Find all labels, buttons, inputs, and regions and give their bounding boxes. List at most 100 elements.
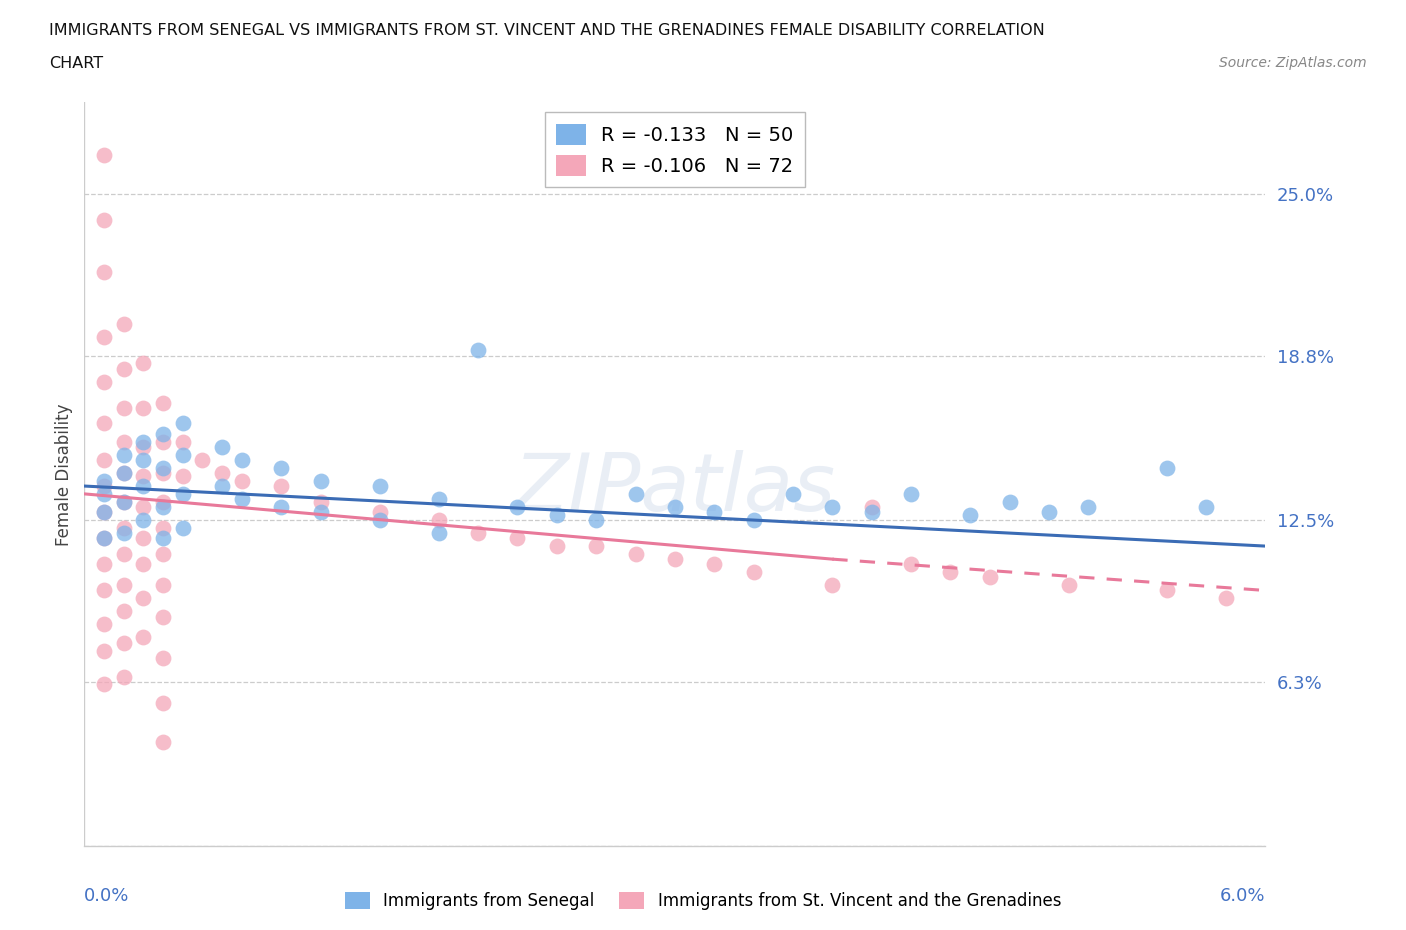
- Text: IMMIGRANTS FROM SENEGAL VS IMMIGRANTS FROM ST. VINCENT AND THE GRENADINES FEMALE: IMMIGRANTS FROM SENEGAL VS IMMIGRANTS FR…: [49, 23, 1045, 38]
- Point: [132, 400, 155, 415]
- Point: [664, 499, 686, 514]
- Point: [368, 505, 391, 520]
- Point: [546, 508, 568, 523]
- Point: [112, 604, 135, 618]
- Text: 0.0%: 0.0%: [84, 887, 129, 905]
- Point: [132, 531, 155, 546]
- Point: [860, 505, 883, 520]
- Point: [152, 651, 174, 666]
- Point: [211, 466, 233, 481]
- Point: [112, 317, 135, 332]
- Point: [979, 570, 1001, 585]
- Point: [172, 521, 194, 536]
- Legend: R = -0.133   N = 50, R = -0.106   N = 72: R = -0.133 N = 50, R = -0.106 N = 72: [544, 112, 806, 188]
- Point: [191, 453, 214, 468]
- Point: [152, 434, 174, 449]
- Point: [270, 460, 292, 475]
- Point: [132, 630, 155, 644]
- Point: [152, 395, 174, 410]
- Point: [93, 264, 115, 279]
- Point: [211, 440, 233, 455]
- Point: [132, 479, 155, 494]
- Point: [821, 499, 844, 514]
- Point: [93, 643, 115, 658]
- Point: [1156, 460, 1178, 475]
- Point: [112, 525, 135, 540]
- Point: [172, 447, 194, 462]
- Point: [152, 466, 174, 481]
- Point: [467, 525, 489, 540]
- Point: [152, 696, 174, 711]
- Point: [211, 479, 233, 494]
- Point: [112, 361, 135, 376]
- Point: [93, 583, 115, 598]
- Y-axis label: Female Disability: Female Disability: [55, 403, 73, 546]
- Text: ZIPatlas: ZIPatlas: [513, 450, 837, 528]
- Point: [93, 330, 115, 345]
- Point: [782, 486, 804, 501]
- Point: [821, 578, 844, 592]
- Point: [112, 494, 135, 509]
- Point: [112, 466, 135, 481]
- Point: [132, 468, 155, 483]
- Point: [152, 499, 174, 514]
- Point: [152, 735, 174, 750]
- Point: [427, 492, 450, 507]
- Point: [93, 557, 115, 572]
- Text: 6.0%: 6.0%: [1220, 887, 1265, 905]
- Point: [270, 499, 292, 514]
- Point: [506, 499, 529, 514]
- Point: [152, 609, 174, 624]
- Point: [132, 512, 155, 527]
- Point: [585, 538, 607, 553]
- Point: [427, 525, 450, 540]
- Point: [172, 468, 194, 483]
- Point: [132, 499, 155, 514]
- Point: [368, 512, 391, 527]
- Point: [309, 494, 332, 509]
- Point: [152, 494, 174, 509]
- Point: [172, 434, 194, 449]
- Point: [231, 473, 253, 488]
- Point: [467, 343, 489, 358]
- Point: [112, 521, 135, 536]
- Point: [93, 453, 115, 468]
- Point: [1195, 499, 1218, 514]
- Point: [703, 505, 725, 520]
- Point: [172, 486, 194, 501]
- Point: [172, 416, 194, 431]
- Point: [132, 557, 155, 572]
- Point: [1057, 578, 1080, 592]
- Point: [703, 557, 725, 572]
- Point: [959, 508, 981, 523]
- Point: [112, 670, 135, 684]
- Point: [93, 617, 115, 631]
- Point: [112, 447, 135, 462]
- Legend: Immigrants from Senegal, Immigrants from St. Vincent and the Grenadines: Immigrants from Senegal, Immigrants from…: [337, 885, 1069, 917]
- Point: [998, 494, 1021, 509]
- Point: [742, 565, 765, 579]
- Point: [270, 479, 292, 494]
- Point: [152, 578, 174, 592]
- Point: [152, 547, 174, 562]
- Point: [152, 531, 174, 546]
- Point: [506, 531, 529, 546]
- Text: CHART: CHART: [49, 56, 103, 71]
- Point: [1038, 505, 1060, 520]
- Point: [152, 426, 174, 441]
- Point: [1077, 499, 1099, 514]
- Point: [546, 538, 568, 553]
- Point: [112, 547, 135, 562]
- Point: [585, 512, 607, 527]
- Point: [112, 400, 135, 415]
- Point: [427, 512, 450, 527]
- Point: [742, 512, 765, 527]
- Point: [93, 486, 115, 501]
- Point: [309, 505, 332, 520]
- Point: [860, 499, 883, 514]
- Point: [93, 212, 115, 227]
- Point: [231, 492, 253, 507]
- Point: [624, 547, 647, 562]
- Point: [368, 479, 391, 494]
- Point: [939, 565, 962, 579]
